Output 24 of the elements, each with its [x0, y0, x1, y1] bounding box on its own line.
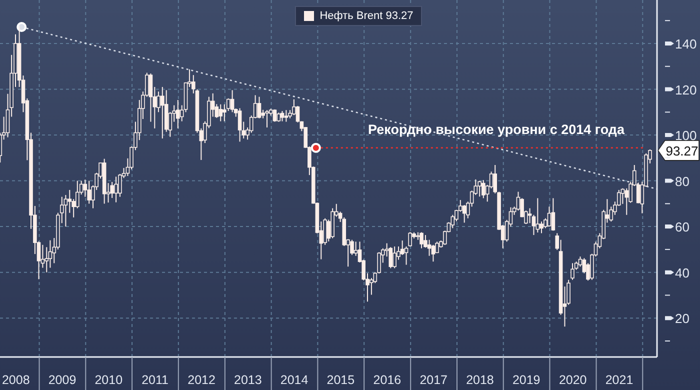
x-tick-label: 2008 [2, 373, 30, 387]
y-tick-label: 80 [675, 174, 690, 189]
y-tick-label: 100 [675, 128, 697, 144]
x-tick-label: 2021 [605, 373, 634, 387]
x-tick-label: 2010 [94, 373, 123, 387]
y-tick-label: 140 [675, 36, 697, 52]
y-tick-label: 40 [675, 265, 690, 280]
y-tick-label: 120 [675, 82, 697, 98]
x-tick-label: 2015 [326, 373, 355, 387]
annotation: Рекордно высокие уровни с 2014 года [368, 122, 624, 137]
y-tick-label: 60 [675, 220, 690, 235]
x-tick-label: 2011 [142, 373, 169, 387]
x-tick-label: 2013 [234, 373, 262, 387]
text: 93.27 [666, 143, 698, 158]
x-tick-label: 2019 [512, 373, 540, 387]
x-tick-label: 2017 [420, 373, 448, 387]
x-tick-label: 2020 [558, 373, 587, 387]
x-tick-label: 2014 [280, 373, 308, 387]
x-tick-label: 2018 [466, 373, 494, 387]
x-tick-label: 2012 [188, 373, 216, 387]
y-tick-label: 20 [675, 311, 690, 326]
x-tick-label: 2009 [48, 373, 76, 387]
legend-label: Нефть Brent 93.27 [320, 10, 414, 22]
x-tick-label: 2016 [373, 373, 402, 387]
